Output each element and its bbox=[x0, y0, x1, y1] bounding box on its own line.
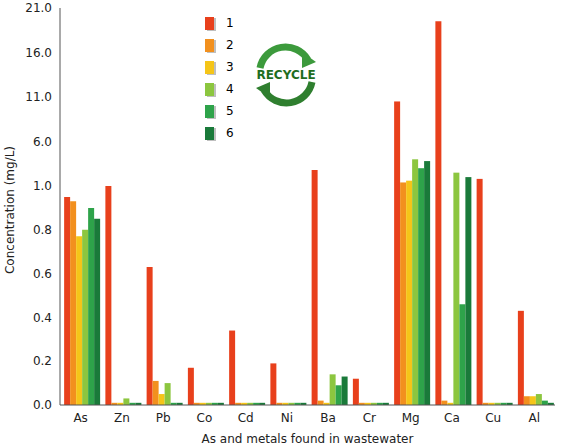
svg-text:Co: Co bbox=[197, 411, 213, 425]
svg-text:1.0: 1.0 bbox=[33, 179, 52, 193]
svg-text:Ba: Ba bbox=[320, 411, 336, 425]
svg-text:Zn: Zn bbox=[114, 411, 130, 425]
html-text:4: 4 bbox=[226, 82, 234, 96]
html-text:2: 2 bbox=[226, 38, 234, 52]
html-text:3: 3 bbox=[226, 60, 234, 74]
html-text:5: 5 bbox=[226, 104, 234, 118]
svg-text:0.8: 0.8 bbox=[33, 223, 52, 237]
svg-text:Ca: Ca bbox=[444, 411, 460, 425]
svg-text:Cd: Cd bbox=[238, 411, 254, 425]
svg-text:RECYCLE: RECYCLE bbox=[256, 68, 315, 82]
svg-text:0.6: 0.6 bbox=[33, 267, 52, 281]
svg-text:0.4: 0.4 bbox=[33, 311, 52, 325]
html-text:6: 6 bbox=[226, 126, 234, 140]
svg-text:As and metals found in wastewa: As and metals found in wastewater bbox=[202, 432, 414, 445]
svg-text:As: As bbox=[73, 411, 87, 425]
svg-text:0.2: 0.2 bbox=[33, 354, 52, 368]
svg-text:0.0: 0.0 bbox=[33, 398, 52, 412]
svg-text:21.0: 21.0 bbox=[25, 1, 52, 15]
svg-text:Ni: Ni bbox=[281, 411, 293, 425]
svg-text:6.0: 6.0 bbox=[33, 135, 52, 149]
svg-text:16.0: 16.0 bbox=[25, 46, 52, 60]
svg-text:Cr: Cr bbox=[363, 411, 376, 425]
svg-text:11.0: 11.0 bbox=[25, 90, 52, 104]
svg-text:Cu: Cu bbox=[485, 411, 501, 425]
svg-text:Mg: Mg bbox=[402, 411, 420, 425]
svg-text:Pb: Pb bbox=[156, 411, 171, 425]
svg-text:Al: Al bbox=[529, 411, 541, 425]
html-text:1: 1 bbox=[226, 16, 234, 30]
svg-text:Concentration (mg/L): Concentration (mg/L) bbox=[8, 146, 17, 274]
